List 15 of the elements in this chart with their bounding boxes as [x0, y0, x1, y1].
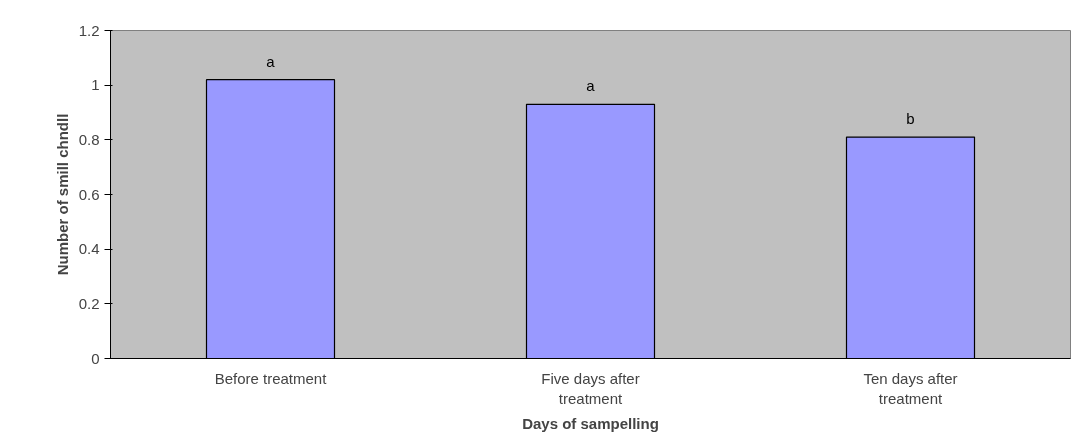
y-tick-label: 0	[91, 349, 100, 367]
y-axis-title: Number of smill chndll	[53, 113, 71, 276]
x-tick-label: Five days after treatment	[541, 369, 640, 407]
annotation: a	[586, 77, 596, 95]
x-tick-label: Ten days after treatment	[863, 369, 958, 407]
y-tick-label: 0.6	[78, 185, 100, 203]
y-tick-label: 0.2	[78, 294, 100, 312]
y-tick-label: 0.8	[78, 130, 100, 148]
annotation: b	[906, 110, 915, 128]
x-axis-title: Days of sampelling	[522, 414, 659, 432]
x-tick-label: Before treatment	[214, 369, 328, 387]
y-tick-label: 1.2	[78, 21, 100, 39]
y-tick-label: 0.4	[78, 240, 100, 258]
y-tick-label: 1	[91, 76, 100, 94]
annotation: a	[266, 52, 276, 70]
